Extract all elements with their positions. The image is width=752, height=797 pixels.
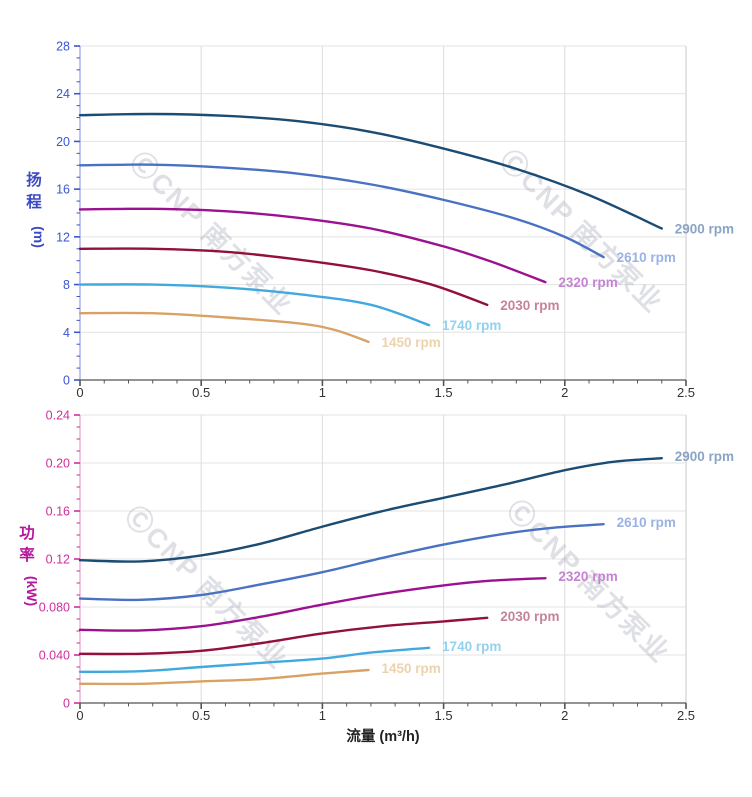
y-tick-label: 0.24 <box>46 409 70 423</box>
x-tick-label: 2 <box>561 385 568 400</box>
curve-label-2030rpm: 2030 rpm <box>500 609 559 624</box>
head-curve-1450rpm <box>78 311 370 344</box>
y-tick-label: 0 <box>63 374 70 388</box>
y-axis-title: 功 <box>19 524 35 542</box>
x-tick-label: 0.5 <box>192 385 210 400</box>
x-tick-label: 1 <box>319 708 326 723</box>
y-tick-label: 28 <box>56 40 70 54</box>
x-tick-label: 2.5 <box>677 385 695 400</box>
y-axis-unit: (kW) <box>24 576 40 606</box>
curve-label-2610rpm: 2610 rpm <box>617 250 676 265</box>
curve-label-2030rpm: 2030 rpm <box>500 298 559 313</box>
curve-label-2610rpm: 2610 rpm <box>617 515 676 530</box>
power-curve-2320rpm <box>78 577 547 632</box>
curve-label-1450rpm: 1450 rpm <box>381 335 440 350</box>
y-tick-label: 8 <box>63 278 70 292</box>
curve-label-2320rpm: 2320 rpm <box>558 569 617 584</box>
head-curve-2610rpm <box>78 163 605 259</box>
x-tick-label: 0.5 <box>192 708 210 723</box>
y-tick-label: 4 <box>63 326 70 340</box>
y-axis-title: 扬 <box>26 170 42 189</box>
x-tick-label: 1.5 <box>435 385 453 400</box>
y-tick-label: 0.12 <box>46 553 70 567</box>
cnp-watermark: ⒸCNP 南方泵业 <box>119 500 294 675</box>
y-tick-label: 20 <box>56 135 70 149</box>
x-tick-label: 1 <box>319 385 326 400</box>
y-tick-label: 12 <box>56 230 70 244</box>
x-axis-title: 流量 (m³/h) <box>346 727 419 745</box>
curve-label-2320rpm: 2320 rpm <box>558 275 617 290</box>
power-curve-2030rpm <box>78 616 489 656</box>
curve-label-2900rpm: 2900 rpm <box>675 222 734 237</box>
curve-label-1450rpm: 1450 rpm <box>381 661 440 676</box>
y-axis-title: 率 <box>19 545 35 564</box>
y-tick-label: 0.20 <box>46 457 70 471</box>
y-tick-label: 0.16 <box>46 505 70 519</box>
power-chart: ⒸCNP 南方泵业 ⒸCNP 南方泵业00.0400.0800.120.160.2… <box>19 409 734 746</box>
head-curve-2320rpm <box>78 207 547 284</box>
x-tick-label: 2.5 <box>677 708 695 723</box>
head-curve-2900rpm <box>78 112 663 230</box>
x-tick-label: 0 <box>76 385 83 400</box>
y-tick-label: 24 <box>56 87 70 101</box>
y-axis-title: 程 <box>26 193 42 211</box>
y-tick-label: 0.040 <box>39 649 70 663</box>
power-curve-2610rpm <box>78 523 605 602</box>
x-tick-label: 1.5 <box>435 708 453 723</box>
head-curve-1740rpm <box>78 283 431 327</box>
power-curve-1450rpm <box>78 668 370 686</box>
x-tick-label: 2 <box>561 708 568 723</box>
power-curve-1740rpm <box>78 646 431 673</box>
curve-label-1740rpm: 1740 rpm <box>442 639 501 654</box>
y-tick-label: 0 <box>63 697 70 711</box>
y-tick-label: 16 <box>56 183 70 197</box>
power-curve-2900rpm <box>78 457 663 563</box>
curve-label-2900rpm: 2900 rpm <box>675 449 734 464</box>
y-tick-label: 0.080 <box>39 601 70 615</box>
y-axis-unit: (m) <box>31 226 47 248</box>
x-tick-label: 0 <box>76 708 83 723</box>
head-curve-2030rpm <box>78 247 489 307</box>
curve-label-1740rpm: 1740 rpm <box>442 318 501 333</box>
